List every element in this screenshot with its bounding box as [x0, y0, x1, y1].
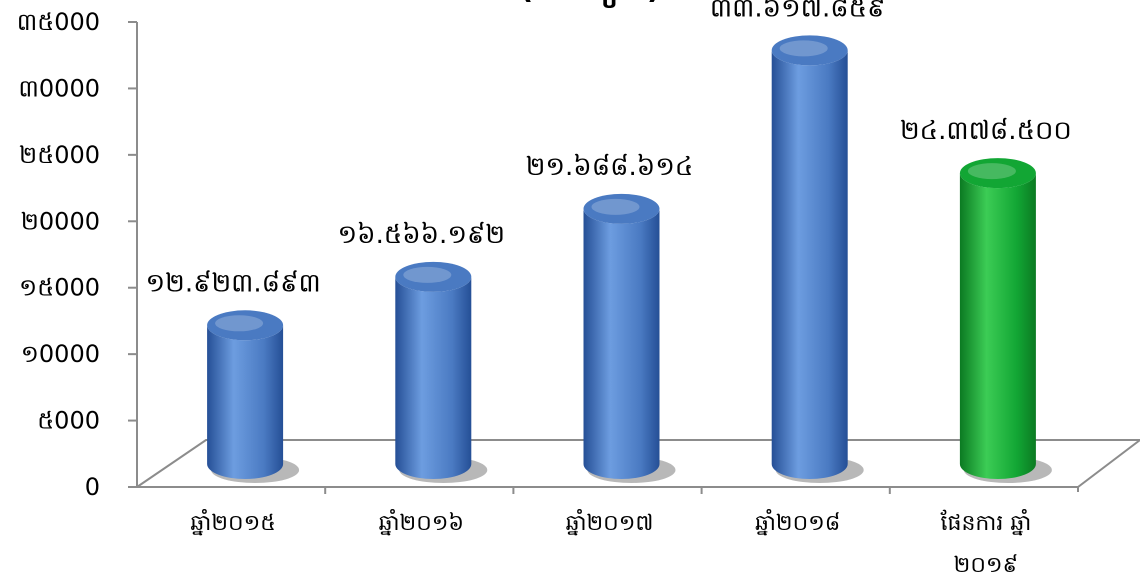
- x-tick-label: ផែនការ ឆ្នាំ: [941, 509, 1032, 536]
- data-label: ២១.៦៨៨.៦១៤: [526, 152, 694, 182]
- bars: [207, 35, 1052, 483]
- chart-floor: [133, 439, 1140, 488]
- y-tick-label: ១៥000: [19, 274, 100, 302]
- y-tick-label: ៥000: [37, 407, 100, 435]
- axes: 0 ៥000 ១0000 ១៥000 ២0000 ២៥000 ៣0000 ៣៥000: [17, 8, 1140, 501]
- bar-cap: [771, 35, 848, 66]
- bar-cap: [583, 193, 660, 224]
- data-label: ២៤.៣៧៨.៥០០: [900, 116, 1072, 146]
- bar-5: [959, 158, 1052, 483]
- data-label: ១៦.៥៦៦.១៩២: [337, 220, 505, 250]
- data-label: ១២.៩២៣.៨៩៣: [145, 268, 320, 298]
- bar-body: [207, 325, 284, 479]
- bar-body: [395, 276, 472, 479]
- bar-2: [395, 261, 488, 483]
- y-tick-label: ១0000: [21, 340, 100, 368]
- x-tick-label: ឆ្នាំ២០១៥: [190, 509, 275, 536]
- bar-body: [771, 50, 848, 479]
- bar-1: [207, 310, 300, 483]
- bar-body: [959, 173, 1036, 480]
- y-tick-label: 0: [85, 473, 100, 501]
- x-tick-label-line2: ២០១៩: [954, 553, 1018, 578]
- y-tick-label: ៣៥000: [17, 8, 100, 36]
- bar-4: [771, 35, 864, 483]
- data-label: ៣៣.៦១៧.៨៥៩: [710, 0, 886, 23]
- x-tick-label: ឆ្នាំ២០១៨: [755, 509, 840, 536]
- y-tick-label: ២៥000: [19, 141, 100, 169]
- bar-cap: [959, 158, 1036, 189]
- bar-cap: [207, 310, 284, 341]
- x-tick-label: ឆ្នាំ២០១៧: [566, 509, 654, 536]
- bar-cap: [395, 261, 472, 292]
- bar-3: [583, 193, 676, 483]
- y-tick-label: ២0000: [21, 207, 100, 235]
- bar-body: [583, 208, 660, 479]
- x-tick-label: ឆ្នាំ២០១៦: [379, 509, 464, 536]
- y-tick-label: ៣0000: [18, 74, 100, 102]
- chart-title: (លានរៀល): [519, 0, 660, 9]
